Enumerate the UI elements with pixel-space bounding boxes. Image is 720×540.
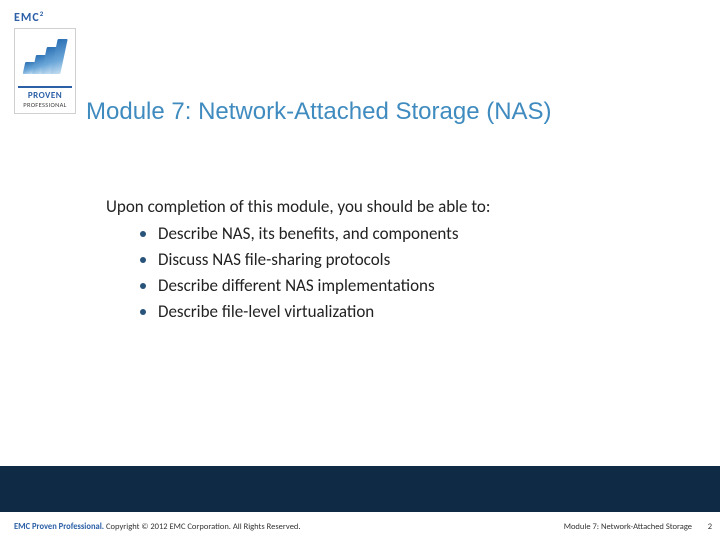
slide: EMC2 PROVEN PROFESSIONAL Module 7: Netwo…	[0, 0, 720, 540]
body-lead: Upon completion of this module, you shou…	[106, 196, 660, 219]
footer-bar	[0, 466, 720, 512]
list-item: Discuss NAS file-sharing protocols	[134, 249, 660, 272]
bullet-text: Describe different NAS implementations	[158, 275, 435, 296]
bullet-text: Describe NAS, its benefits, and componen…	[158, 223, 459, 244]
footer-left-emph: EMC Proven Professional.	[14, 522, 104, 532]
bullet-icon	[140, 283, 146, 289]
footer-left-rest: Copyright © 2012 EMC Corporation. All Ri…	[104, 522, 300, 532]
slide-body: Upon completion of this module, you shou…	[106, 196, 660, 327]
slide-title: Module 7: Network-Attached Storage (NAS)	[86, 98, 552, 126]
badge-professional-label: PROFESSIONAL	[15, 101, 75, 109]
emc-logo-text: EMC	[14, 11, 40, 25]
footer-module: Module 7: Network-Attached Storage	[564, 522, 692, 532]
badge-text: PROVEN PROFESSIONAL	[15, 86, 75, 109]
bullet-icon	[140, 231, 146, 237]
list-item: Describe NAS, its benefits, and componen…	[134, 223, 660, 246]
list-item: Describe file-level virtualization	[134, 301, 660, 324]
bullet-list: Describe NAS, its benefits, and componen…	[106, 223, 660, 324]
bullet-text: Discuss NAS file-sharing protocols	[158, 249, 390, 270]
footer-left: EMC Proven Professional. Copyright © 201…	[14, 522, 301, 532]
list-item: Describe different NAS implementations	[134, 275, 660, 298]
bullet-icon	[140, 309, 146, 315]
page-number: 2	[708, 522, 712, 532]
logo-area: EMC2 PROVEN PROFESSIONAL	[14, 10, 80, 114]
badge-bars-icon	[20, 35, 70, 75]
emc-logo-sup: 2	[40, 9, 45, 18]
bullet-icon	[140, 257, 146, 263]
badge-proven-label: PROVEN	[18, 86, 72, 101]
bullet-text: Describe file-level virtualization	[158, 301, 374, 322]
proven-badge: PROVEN PROFESSIONAL	[14, 28, 76, 114]
emc-logo: EMC2	[14, 10, 80, 24]
